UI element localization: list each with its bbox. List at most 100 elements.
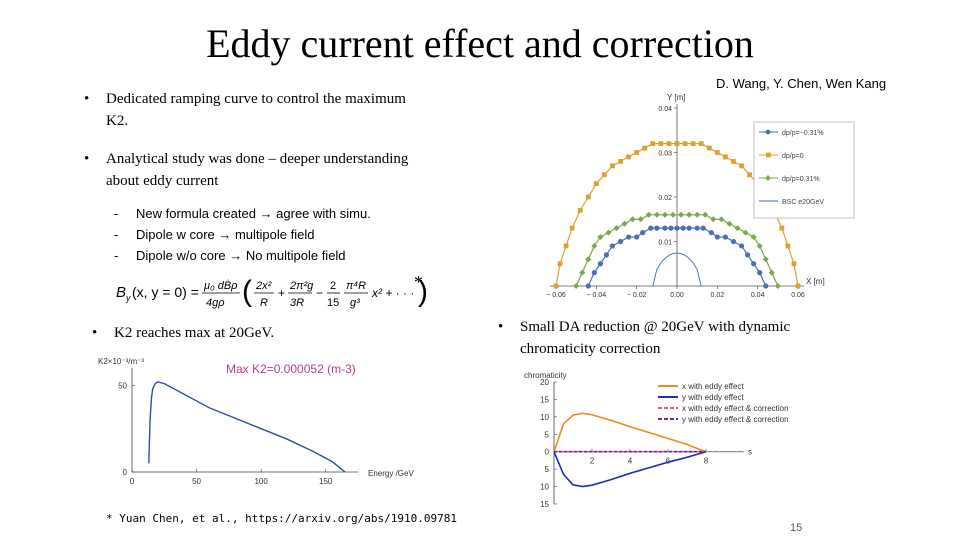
data-point: [702, 211, 709, 218]
y-tick-label: 15: [540, 395, 549, 404]
data-point: [768, 269, 775, 276]
data-point: [694, 225, 700, 231]
bullet-da: • Small DA reduction @ 20GeV with dynami…: [498, 316, 858, 360]
legend-label: BSC e20GeV: [782, 199, 824, 206]
sub-bullet: - Dipole w core → multipole field: [114, 227, 315, 242]
dynamic-aperture-chart: Y [m] X [m] − 0.06 − 0.04 − 0.02 0.00 0.02 0.04…: [546, 93, 855, 299]
data-point: [626, 154, 631, 160]
max-k2-note: Max K2=0.000052 (m-3): [226, 362, 356, 376]
x-tick-label: 0: [130, 477, 135, 486]
y-axis-label: chromaticity: [524, 371, 567, 380]
y-tick-label: 5: [545, 465, 550, 474]
bullet-analytical-text: Analytical study was done – deeper under…: [106, 151, 409, 189]
data-point: [591, 242, 598, 249]
data-point: [744, 252, 751, 258]
data-point: [694, 211, 701, 218]
data-point: [757, 270, 763, 276]
x-tick-label: 100: [254, 477, 268, 486]
data-point: [674, 225, 680, 231]
y-axis-label: K2×10⁻³/m⁻³: [98, 357, 144, 366]
data-point: [634, 234, 640, 240]
data-point: [726, 220, 733, 227]
legend-label: dp/p=−0.31%: [782, 130, 824, 137]
data-point: [585, 194, 591, 200]
data-point: [618, 159, 623, 164]
legend-marker: [765, 129, 771, 135]
bullet-k2: • K2 reaches max at 20GeV.: [92, 322, 392, 344]
data-point: [738, 243, 745, 249]
data-point: [714, 150, 720, 155]
data-point: [648, 225, 654, 231]
svg-text:4gρ: 4gρ: [206, 297, 225, 309]
x-tick-label: 150: [319, 477, 333, 486]
x-tick-label: 0.00: [670, 292, 684, 299]
legend: dp/p=−0.31% dp/p=0 dp/p=0.31% BSC e20GeV: [753, 121, 855, 219]
data-point: [573, 283, 580, 289]
svg-text:): ): [418, 275, 428, 308]
bullet-analytical: • Analytical study was done – deeper und…: [84, 148, 424, 192]
svg-text:2x²: 2x²: [255, 280, 272, 292]
data-point: [678, 211, 685, 218]
svg-text:2π²g: 2π²g: [289, 280, 314, 292]
data-point: [613, 225, 620, 232]
x-axis-label: X [m]: [806, 277, 825, 286]
data-point: [626, 234, 632, 240]
y-tick-label: 0.03: [658, 151, 672, 158]
data-point: [686, 211, 693, 218]
data-point: [640, 230, 646, 236]
data-point: [734, 225, 741, 232]
svg-text:3R: 3R: [290, 297, 304, 309]
bullet-dot: •: [84, 91, 90, 107]
data-point: [591, 270, 597, 276]
legend-label: dp/p=0: [782, 153, 804, 160]
data-point: [609, 243, 616, 249]
svg-text:15: 15: [327, 297, 339, 309]
y-tick-label: 20: [540, 378, 549, 387]
slide-title: Eddy current effect and correction: [206, 21, 754, 66]
data-point: [557, 261, 563, 267]
x-tick-label: 0.04: [751, 292, 765, 299]
sub-bullet-list: - New formula created → agree with simu. …: [114, 203, 444, 266]
data-point: [739, 163, 744, 169]
data-point: [597, 234, 604, 241]
data-point: [774, 283, 781, 289]
y-tick-label: 0.04: [658, 106, 672, 113]
data-point: [751, 261, 757, 267]
data-point: [722, 234, 728, 240]
svg-text:2: 2: [330, 280, 336, 292]
data-point: [585, 283, 591, 289]
data-point: [577, 207, 583, 213]
data-point: [723, 154, 728, 160]
data-point: [680, 225, 686, 231]
data-point: [756, 242, 763, 249]
series-line: [553, 412, 707, 453]
sub-bullet: - Dipole w/o core → No multipole field: [114, 248, 346, 263]
y-axis-label: Y [m]: [667, 93, 686, 102]
data-point: [662, 225, 668, 231]
data-point: [682, 141, 688, 146]
data-point: [718, 216, 725, 223]
legend-marker: [766, 152, 771, 158]
legend-label: x with eddy effect & correction: [682, 404, 789, 413]
y-tick-label: 0: [123, 468, 128, 477]
data-point: [621, 220, 628, 227]
data-point: [661, 211, 668, 218]
legend-label: y with eddy effect: [682, 393, 744, 402]
svg-text:y: y: [125, 293, 131, 303]
x-tick-label: 0.02: [711, 292, 725, 299]
series-line: [652, 252, 702, 287]
data-point: [700, 225, 706, 231]
data-point: [742, 229, 749, 236]
legend-label: y with eddy effect & correction: [682, 415, 789, 424]
bullet-da-text: Small DA reduction @ 20GeV with dynamic …: [520, 319, 791, 357]
k2-energy-chart: K2×10⁻³/m⁻³ Energy /GeV 0 50 100 150 0 50: [98, 357, 414, 486]
legend-label: dp/p=0.31%: [782, 176, 820, 183]
eddy-formula: B y (x, y = 0) = μ₀ dḂρ 4gρ ( 2x² R + 2π…: [116, 275, 428, 309]
data-point: [553, 283, 559, 289]
x-tick-label: 50: [192, 477, 201, 486]
data-point: [668, 225, 674, 231]
data-point: [763, 283, 769, 289]
data-point: [666, 141, 672, 146]
data-point: [706, 145, 712, 151]
data-point: [730, 238, 737, 245]
